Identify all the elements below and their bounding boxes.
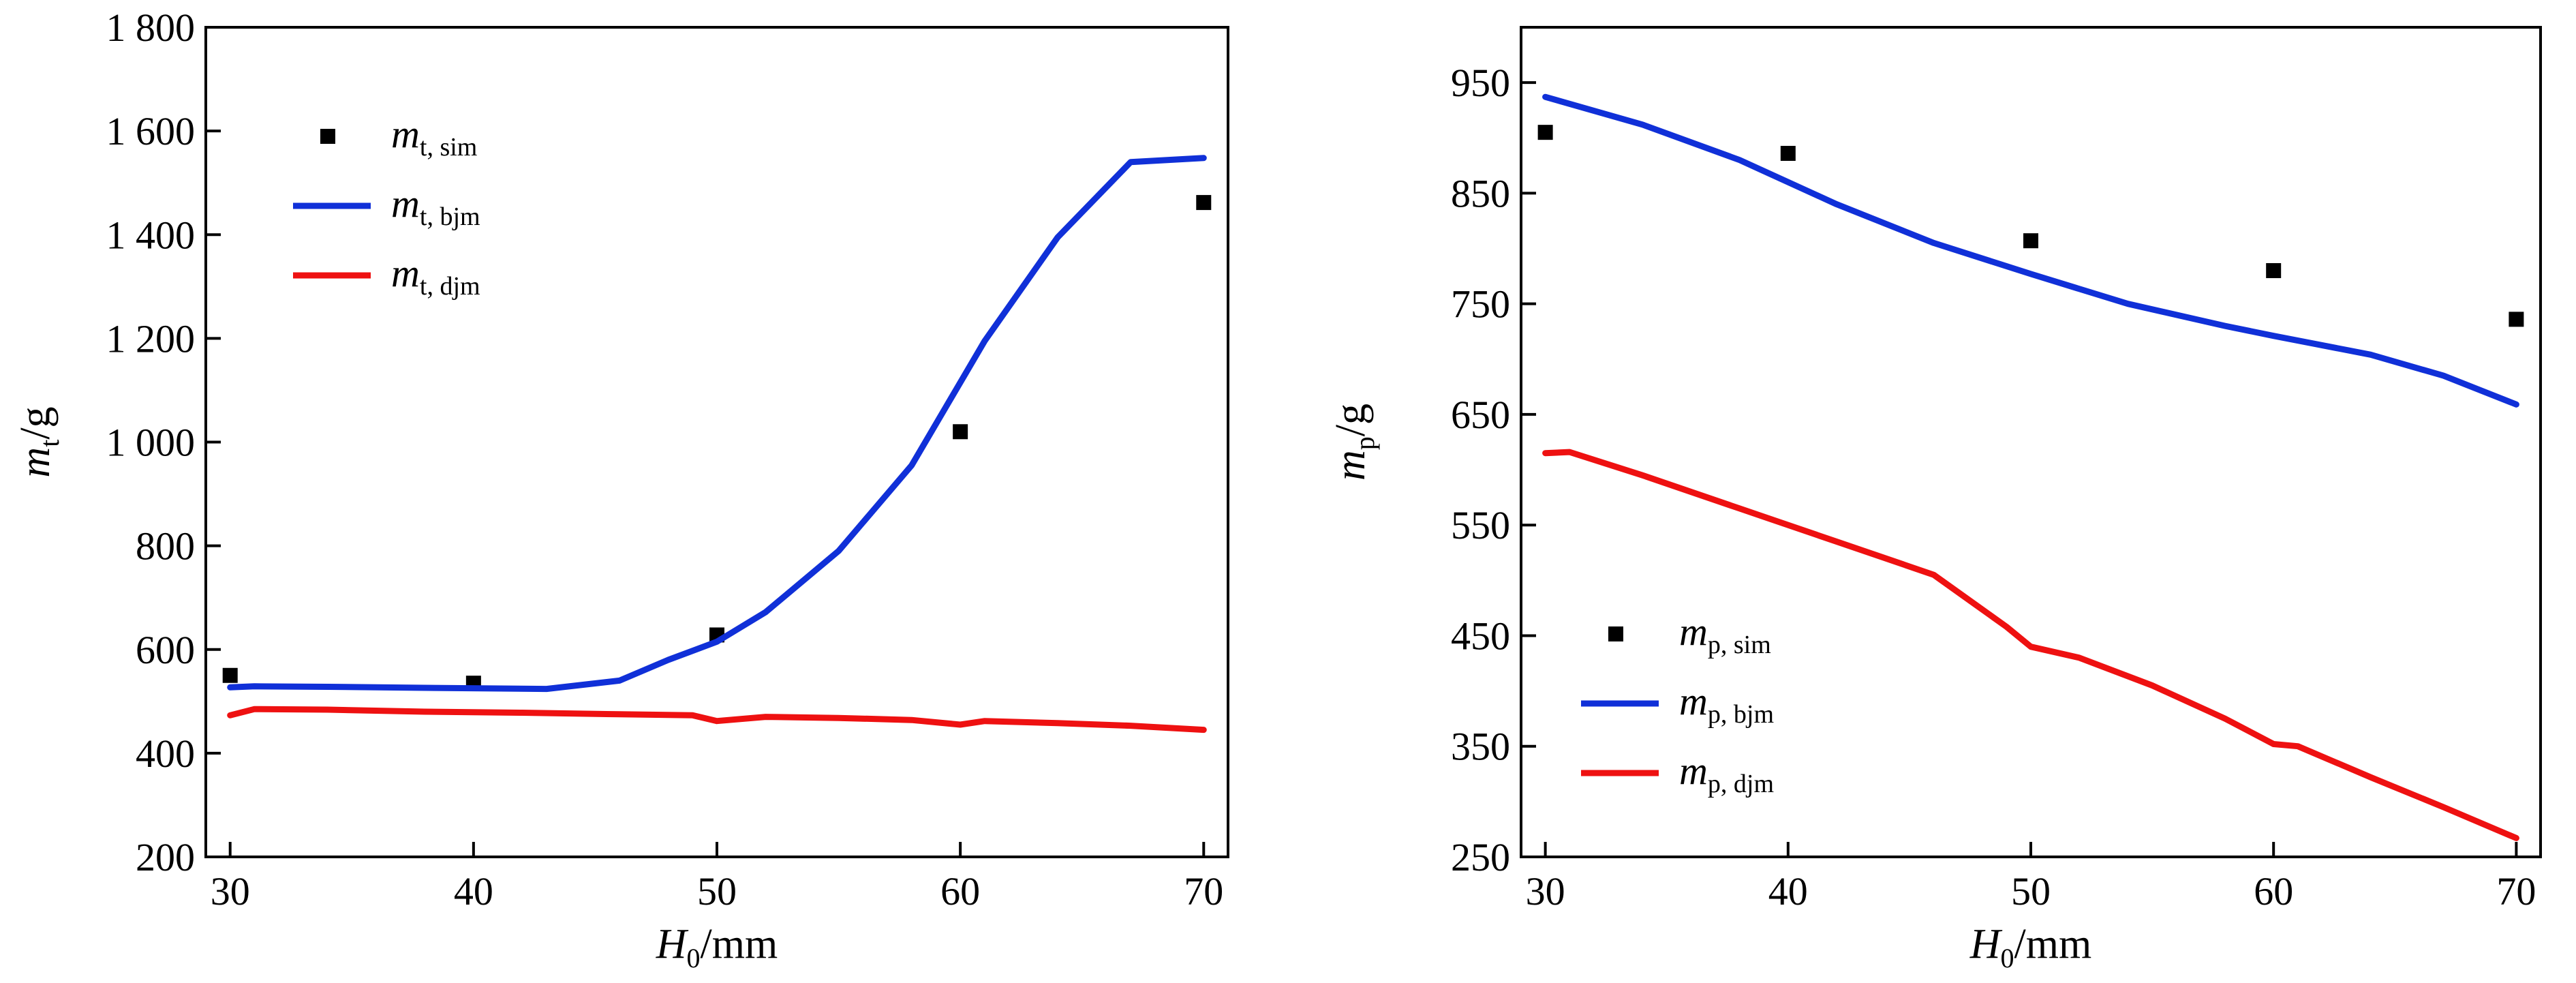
y-tick-label: 750 [1451, 282, 1510, 327]
legend-swatch-marker [320, 129, 335, 144]
data-point [953, 424, 968, 440]
series-line-p-bjm [1542, 93, 2519, 408]
legend: mp, sim mp, bjm mp, djm [1581, 609, 1774, 798]
y-tick-label: 250 [1451, 835, 1510, 879]
chart-panel-2: 30 40 50 60 70 250 350 450 550 650 750 850 950 H0/mm m… [1328, 26, 2542, 973]
y-tick-label: 450 [1451, 614, 1510, 658]
plot-frame [204, 26, 1229, 858]
data-point [1537, 125, 1553, 140]
series-line-p-djm [1542, 449, 2519, 841]
data-point [1780, 145, 1796, 161]
y-tick-label: 400 [136, 731, 195, 776]
y-axis-title: mp/g [1328, 404, 1380, 481]
y-tick-label: 1 000 [106, 421, 196, 465]
y-tick-label: 1 400 [106, 213, 196, 257]
y-tick-label: 200 [136, 835, 195, 879]
y-tick-label: 1 800 [106, 5, 196, 50]
x-tick-label: 60 [940, 869, 980, 913]
y-axis-title: mt/g [12, 406, 65, 477]
y-tick-label: 800 [136, 524, 195, 569]
legend-swatch-marker [1608, 626, 1623, 641]
y-tick-label: 850 [1451, 171, 1510, 215]
y-tick-label: 350 [1451, 725, 1510, 769]
x-tick-label: 70 [1184, 869, 1223, 913]
plot-frame [1520, 26, 2542, 858]
y-tick-label: 1 200 [106, 316, 196, 361]
legend: mt, sim mt, bjm mt, djm [293, 112, 480, 301]
x-tick-label: 70 [2496, 869, 2536, 913]
chart-panel-1: 30 40 50 60 70 200 400 600 800 1 000 1 200 1 400 1 6… [12, 5, 1229, 973]
data-point [2266, 262, 2282, 278]
x-tick-label: 30 [1526, 869, 1565, 913]
legend-label: mt, djm [391, 251, 480, 301]
x-tick-label: 60 [2254, 869, 2293, 913]
y-tick-label: 600 [136, 628, 195, 672]
data-point [2023, 233, 2038, 249]
series-line-t-djm [227, 706, 1207, 734]
legend-label: mt, bjm [391, 181, 480, 231]
x-tick-label: 50 [2011, 869, 2051, 913]
legend-label: mp, djm [1679, 748, 1774, 798]
y-tick-label: 950 [1451, 61, 1510, 105]
x-axis-title: H0/mm [656, 921, 778, 973]
y-tick-label: 1 600 [106, 109, 196, 153]
x-tick-label: 30 [211, 869, 250, 913]
x-axis-title: H0/mm [1969, 921, 2091, 973]
x-tick-label: 40 [1768, 869, 1808, 913]
y-tick-label: 650 [1451, 393, 1510, 437]
legend-label: mp, sim [1679, 609, 1771, 659]
x-tick-label: 40 [454, 869, 493, 913]
legend-label: mt, sim [391, 112, 477, 162]
data-point [2509, 312, 2524, 327]
y-tick-label: 550 [1451, 503, 1510, 547]
data-point [222, 667, 238, 683]
x-tick-label: 50 [697, 869, 737, 913]
series-line-t-bjm [227, 155, 1207, 693]
legend-label: mp, bjm [1679, 679, 1774, 729]
data-point [1196, 195, 1212, 211]
